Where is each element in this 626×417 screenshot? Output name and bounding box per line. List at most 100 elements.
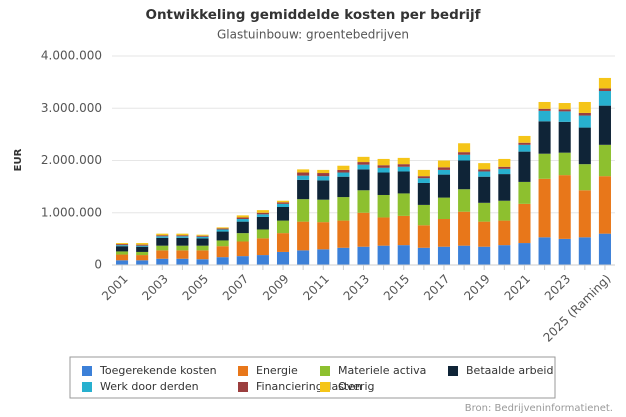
bar-segment <box>437 219 451 247</box>
bar-segment <box>397 171 410 194</box>
bar-segment <box>317 180 330 200</box>
x-tick-label: 2003 <box>139 272 170 303</box>
bar-segment <box>116 251 129 255</box>
bar-segment <box>397 164 410 167</box>
legend-swatch[interactable] <box>238 366 248 376</box>
bar-segment <box>136 245 149 247</box>
bar-segment <box>417 204 430 226</box>
bar-segment <box>498 220 511 246</box>
bar-segment <box>478 246 491 265</box>
bar-segment <box>216 246 229 258</box>
x-tick-label: 2019 <box>461 272 492 303</box>
bar-segment <box>337 220 350 248</box>
bar-segment <box>397 245 410 265</box>
bar-segment <box>337 197 350 221</box>
bar-segment <box>417 225 430 248</box>
bar-segment <box>397 166 410 172</box>
bar-segment <box>276 220 290 234</box>
bar-segment <box>276 233 290 252</box>
chart-subtitle: Glastuinbouw: groentebedrijven <box>217 28 409 42</box>
bar-segment <box>297 221 310 251</box>
bar-segment <box>417 176 430 179</box>
x-tick-label: 2023 <box>542 272 573 303</box>
legend-label[interactable]: Energie <box>256 364 298 377</box>
legend-swatch[interactable] <box>448 366 458 376</box>
bar-segment <box>276 200 290 203</box>
bar-segment <box>498 200 511 221</box>
bar-segment <box>176 250 189 259</box>
bar-segment <box>317 169 330 174</box>
legend-swatch[interactable] <box>82 366 92 376</box>
bar-segment <box>458 211 471 246</box>
bar-segment <box>578 101 591 113</box>
bar-segment <box>598 105 611 145</box>
legend-swatch[interactable] <box>238 382 248 392</box>
bar-segment <box>498 245 511 265</box>
legend-label[interactable]: Betaalde arbeid <box>466 364 553 377</box>
bar-segment <box>478 163 491 170</box>
bar-segment <box>116 254 129 261</box>
legend-swatch[interactable] <box>82 382 92 392</box>
bar-segment <box>538 153 551 179</box>
bar-segment <box>558 103 571 110</box>
legend-label[interactable]: Overig <box>338 380 375 393</box>
bar-segment <box>256 210 269 213</box>
legend-swatch[interactable] <box>320 382 330 392</box>
legend-label[interactable]: Toegerekende kosten <box>99 364 217 377</box>
legend-label[interactable]: Werk door derden <box>100 380 199 393</box>
bar-segment <box>437 160 451 168</box>
bar-segment <box>478 176 491 203</box>
bar-segment <box>236 219 249 222</box>
bar-segment <box>458 160 471 190</box>
bar-segment <box>256 255 269 265</box>
bar-segment <box>538 178 551 238</box>
bar-segment <box>196 234 209 236</box>
bar-segment <box>538 110 551 122</box>
bar-segment <box>578 237 591 265</box>
bar-segment <box>337 247 350 265</box>
bar-segment <box>578 164 591 191</box>
bar-segment <box>337 176 350 198</box>
bar-segment <box>196 236 209 239</box>
bar-segment <box>236 241 249 257</box>
bar-segment <box>538 121 551 154</box>
bar-segment <box>116 244 129 246</box>
bar-segment <box>357 246 370 265</box>
bar-segment <box>196 238 209 246</box>
bar-segment <box>417 178 430 183</box>
bar-segment <box>236 233 249 242</box>
bar-segment <box>176 245 189 251</box>
bar-segment <box>538 101 551 109</box>
bar-segment <box>256 238 269 256</box>
bar-segment <box>558 238 571 265</box>
bar-segment <box>377 194 390 218</box>
bar-segment <box>176 237 189 246</box>
bar-segment <box>357 169 370 191</box>
bar-segment <box>397 215 410 246</box>
bar-segment <box>236 217 249 220</box>
bar-segment <box>458 245 471 265</box>
bar-segment <box>276 251 290 265</box>
legend-label[interactable]: Financieringslasten <box>256 380 362 393</box>
bar-segment <box>276 207 290 221</box>
bar-segment <box>437 197 451 220</box>
bar-segment <box>458 189 471 212</box>
bar-segment <box>458 152 471 155</box>
bar-segment <box>196 235 209 237</box>
bar-segment <box>136 260 149 265</box>
bar-segment <box>156 258 169 265</box>
bar-segment <box>136 246 149 252</box>
y-axis-label: EUR <box>13 148 24 171</box>
legend-label[interactable]: Materiele activa <box>338 364 426 377</box>
bar-segment <box>518 203 531 244</box>
bar-segment <box>337 169 350 173</box>
bar-segment <box>136 243 149 245</box>
legend-swatch[interactable] <box>320 366 330 376</box>
bar-segment <box>558 152 571 176</box>
y-tick-label: 4.000.000 <box>41 49 102 63</box>
bar-segment <box>578 115 591 128</box>
bar-segment <box>598 144 611 177</box>
bar-segment <box>216 257 229 265</box>
bar-segment <box>397 157 410 165</box>
y-tick-label: 2.000.000 <box>41 153 102 167</box>
